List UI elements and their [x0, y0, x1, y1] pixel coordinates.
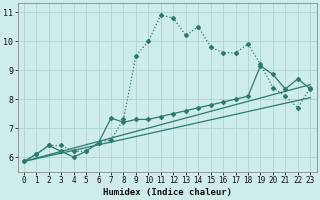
- X-axis label: Humidex (Indice chaleur): Humidex (Indice chaleur): [103, 188, 232, 197]
